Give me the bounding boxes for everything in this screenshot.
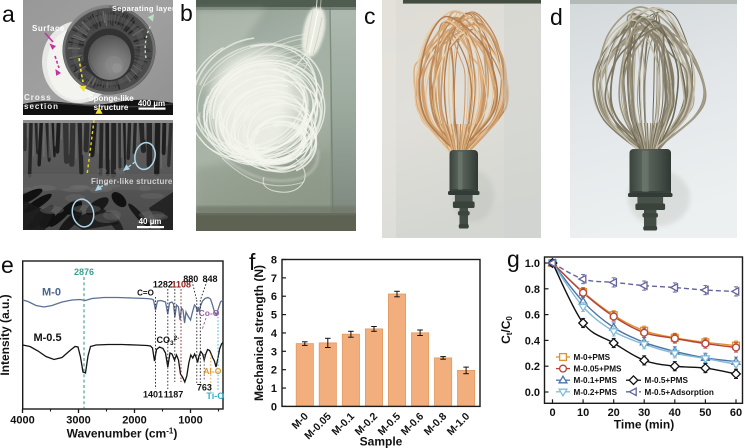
svg-text:M-0: M-0	[42, 287, 61, 299]
svg-text:M-0.1+PMS: M-0.1+PMS	[574, 376, 618, 385]
svg-text:0.4: 0.4	[525, 335, 541, 347]
svg-text:2876: 2876	[74, 267, 94, 277]
svg-text:M-0+PMS: M-0+PMS	[574, 353, 611, 362]
svg-text:40 µm: 40 µm	[139, 217, 162, 226]
svg-text:4000: 4000	[10, 415, 34, 427]
svg-text:Intensity (a.u.): Intensity (a.u.)	[0, 294, 12, 375]
svg-text:2000: 2000	[122, 415, 146, 427]
svg-text:5: 5	[271, 310, 277, 322]
svg-text:Surface: Surface	[32, 24, 65, 33]
svg-text:1282: 1282	[153, 280, 173, 290]
svg-text:Time (min): Time (min)	[614, 418, 674, 432]
svg-text:40: 40	[669, 407, 681, 419]
svg-text:Separating layer: Separating layer	[112, 4, 173, 13]
svg-text:400 µm: 400 µm	[138, 99, 165, 108]
svg-text:M-0.1: M-0.1	[330, 410, 358, 438]
svg-text:Sample: Sample	[360, 435, 403, 448]
svg-text:M-0.5: M-0.5	[33, 332, 61, 344]
svg-text:50: 50	[699, 407, 711, 419]
svg-text:0: 0	[271, 401, 277, 413]
svg-text:0.0: 0.0	[525, 387, 540, 399]
svg-text:6: 6	[271, 291, 277, 303]
svg-text:10: 10	[577, 407, 589, 419]
svg-text:M-1.0: M-1.0	[445, 410, 473, 438]
svg-text:1: 1	[271, 383, 277, 395]
svg-text:CO32-: CO32-	[157, 335, 180, 347]
svg-text:M-0.5+PMS: M-0.5+PMS	[645, 376, 689, 385]
svg-text:4: 4	[271, 328, 278, 340]
svg-text:2: 2	[271, 365, 277, 377]
svg-text:Finger-like structure: Finger-like structure	[91, 177, 173, 186]
svg-text:section: section	[24, 102, 59, 111]
svg-text:1401: 1401	[143, 390, 163, 400]
svg-text:M-0.05+PMS: M-0.05+PMS	[574, 365, 623, 374]
svg-text:20: 20	[608, 407, 620, 419]
svg-text:Ti-O: Ti-O	[206, 391, 224, 401]
svg-text:Co-O: Co-O	[199, 308, 220, 318]
svg-text:1187: 1187	[164, 390, 184, 400]
svg-text:8: 8	[271, 255, 277, 267]
svg-text:0.8: 0.8	[525, 284, 540, 296]
svg-text:0: 0	[549, 407, 555, 419]
svg-text:Mechanical strength (N): Mechanical strength (N)	[252, 265, 266, 401]
svg-text:60: 60	[730, 407, 742, 419]
svg-text:M-0.8: M-0.8	[422, 410, 450, 438]
svg-text:3: 3	[271, 346, 277, 358]
svg-text:Al-O: Al-O	[203, 366, 221, 376]
svg-text:0.6: 0.6	[525, 310, 540, 322]
svg-text:Cross: Cross	[24, 93, 52, 102]
svg-text:30: 30	[638, 407, 650, 419]
svg-text:1108: 1108	[172, 280, 192, 290]
svg-text:M-0.6: M-0.6	[399, 410, 427, 438]
svg-text:0.2: 0.2	[525, 361, 540, 373]
svg-text:1.0: 1.0	[525, 258, 540, 270]
svg-text:C=O: C=O	[137, 289, 154, 298]
svg-text:1000: 1000	[178, 415, 202, 427]
svg-text:structure: structure	[94, 103, 129, 112]
svg-text:Wavenumber (cm-1): Wavenumber (cm-1)	[67, 427, 178, 441]
svg-text:7: 7	[271, 273, 277, 285]
svg-text:Sponge-like: Sponge-like	[88, 94, 134, 103]
svg-text:M-0.2+PMS: M-0.2+PMS	[574, 388, 618, 397]
svg-text:M-0.5+Adsorption: M-0.5+Adsorption	[645, 388, 714, 397]
svg-text:3000: 3000	[66, 415, 90, 427]
svg-text:848: 848	[202, 274, 217, 284]
svg-text:880: 880	[183, 274, 198, 284]
svg-text:Ct/C0: Ct/C0	[500, 316, 514, 344]
svg-text:763: 763	[197, 383, 212, 393]
